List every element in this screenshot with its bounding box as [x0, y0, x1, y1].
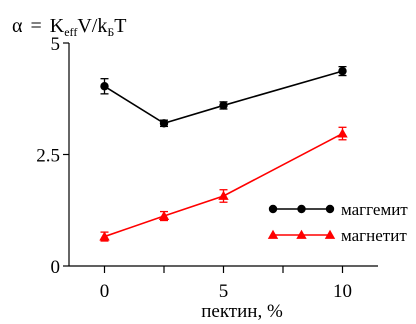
data-point [338, 66, 347, 76]
y-tick-label: 5 [51, 34, 61, 55]
data-point [99, 231, 110, 241]
y-label-t: T [114, 15, 126, 37]
series-layer [99, 65, 348, 242]
series-line [104, 70, 343, 125]
data-point [159, 119, 169, 128]
y-axis-label: α = KeffV/kБT [12, 15, 126, 39]
legend-label: магнетит [341, 226, 407, 245]
y-label-symbol: α [12, 15, 23, 37]
y-tick-label: 2.5 [36, 146, 60, 167]
data-point [158, 210, 170, 220]
x-tick-label: 5 [219, 281, 229, 302]
x-ticks: 0 5 10 [100, 266, 352, 302]
data-point [337, 128, 348, 138]
legend-label: маггемит [341, 200, 408, 219]
y-label-v: V/k [77, 15, 107, 37]
legend-marker [296, 229, 307, 239]
series-2 [99, 126, 348, 242]
data-point [100, 82, 109, 91]
data-point [219, 101, 228, 110]
x-tick-label: 10 [333, 281, 352, 302]
y-label-k: K [50, 15, 65, 37]
legend-marker [268, 204, 278, 214]
legend-marker [297, 204, 306, 214]
series-1 [100, 65, 347, 128]
x-axis-label: пектин, % [201, 301, 283, 322]
data-point [218, 190, 229, 200]
x-tick-label: 0 [100, 281, 110, 302]
y-label-b-sub: Б [107, 25, 114, 39]
legend-marker [324, 229, 336, 239]
y-ticks: 02.55 [36, 34, 69, 278]
legend-marker [325, 204, 335, 214]
y-label-k-sub: eff [64, 25, 77, 39]
y-label-equals: = [30, 15, 41, 37]
legend: маггемит магнетит [267, 200, 408, 245]
series-line [104, 132, 343, 238]
legend-marker [267, 229, 279, 239]
y-tick-label: 0 [51, 257, 61, 278]
